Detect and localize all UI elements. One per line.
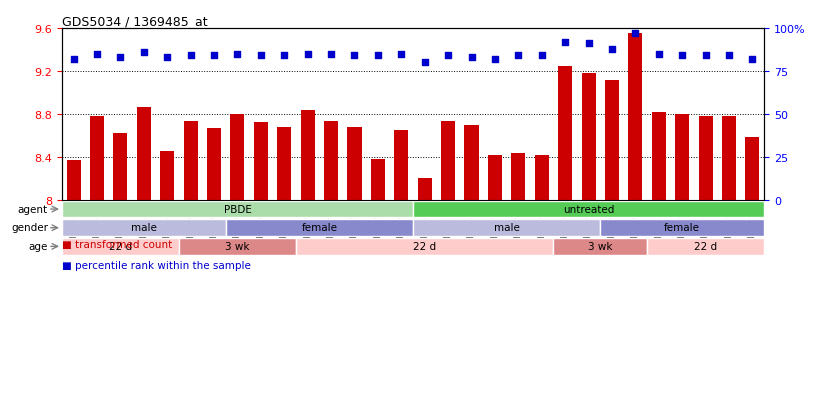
Point (441, 53, 454, 59)
Point (184, 53, 197, 59)
Bar (652, 112, 666, 200)
Point (605, 46, 619, 53)
Bar (183, 122, 197, 200)
Bar (441, 122, 455, 200)
Bar (90, 117, 104, 200)
Bar (699, 117, 713, 200)
Bar (371, 159, 385, 200)
Text: male: male (494, 223, 520, 233)
Point (488, 57, 501, 63)
Bar (582, 74, 596, 200)
Text: PBDE: PBDE (224, 204, 251, 214)
Bar (324, 122, 338, 200)
Bar (301, 110, 315, 200)
Point (230, 51, 244, 58)
Bar (254, 123, 268, 200)
Bar (179, 238, 296, 255)
Text: male: male (131, 223, 157, 233)
Text: GDS5034 / 1369485_at: GDS5034 / 1369485_at (62, 15, 207, 28)
Bar (534, 155, 548, 200)
Bar (160, 152, 174, 200)
Point (395, 51, 408, 58)
Bar (464, 125, 478, 200)
Text: 22 d: 22 d (694, 242, 717, 252)
Bar (647, 238, 764, 255)
Bar (488, 155, 502, 200)
Point (511, 53, 525, 59)
Bar (296, 238, 553, 255)
Point (582, 41, 595, 47)
Point (278, 53, 291, 59)
Bar (137, 108, 151, 200)
Point (558, 39, 572, 46)
Point (160, 55, 173, 62)
Point (535, 53, 548, 59)
Point (418, 60, 431, 66)
Bar (348, 128, 362, 200)
Bar (413, 201, 764, 218)
Point (207, 53, 221, 59)
Point (137, 50, 150, 56)
Point (652, 51, 665, 58)
Text: age: age (29, 242, 48, 252)
Bar (601, 220, 764, 237)
Point (90, 51, 104, 58)
Bar (745, 138, 759, 200)
Bar (67, 161, 81, 200)
Bar (511, 153, 525, 200)
Text: female: female (301, 223, 337, 233)
Text: ■ percentile rank within the sample: ■ percentile rank within the sample (62, 260, 251, 270)
Point (348, 53, 361, 59)
Text: 3 wk: 3 wk (588, 242, 612, 252)
Bar (62, 238, 179, 255)
Bar (207, 128, 221, 200)
Bar (553, 238, 647, 255)
Text: gender: gender (11, 223, 48, 233)
Bar (62, 201, 413, 218)
Bar (62, 220, 225, 237)
Point (114, 55, 127, 62)
Bar (278, 128, 292, 200)
Point (67, 57, 80, 63)
Point (372, 53, 385, 59)
Point (676, 53, 689, 59)
Text: 22 d: 22 d (109, 242, 132, 252)
Text: ■ transformed count: ■ transformed count (62, 240, 172, 249)
Bar (558, 66, 572, 200)
Text: agent: agent (18, 204, 48, 214)
Point (699, 53, 712, 59)
Bar (394, 131, 408, 200)
Point (722, 53, 735, 59)
Bar (113, 134, 127, 200)
Point (746, 57, 759, 63)
Bar (675, 114, 689, 200)
Point (254, 53, 268, 59)
Point (325, 51, 338, 58)
Bar (722, 117, 736, 200)
Bar (418, 179, 432, 200)
Point (301, 51, 314, 58)
Point (629, 31, 642, 37)
Bar (225, 220, 413, 237)
Text: 22 d: 22 d (413, 242, 436, 252)
Point (465, 55, 478, 62)
Text: untreated: untreated (563, 204, 615, 214)
Bar (629, 34, 643, 200)
Text: 3 wk: 3 wk (225, 242, 249, 252)
Bar (605, 80, 619, 200)
Text: female: female (664, 223, 700, 233)
Bar (413, 220, 601, 237)
Bar (230, 114, 244, 200)
